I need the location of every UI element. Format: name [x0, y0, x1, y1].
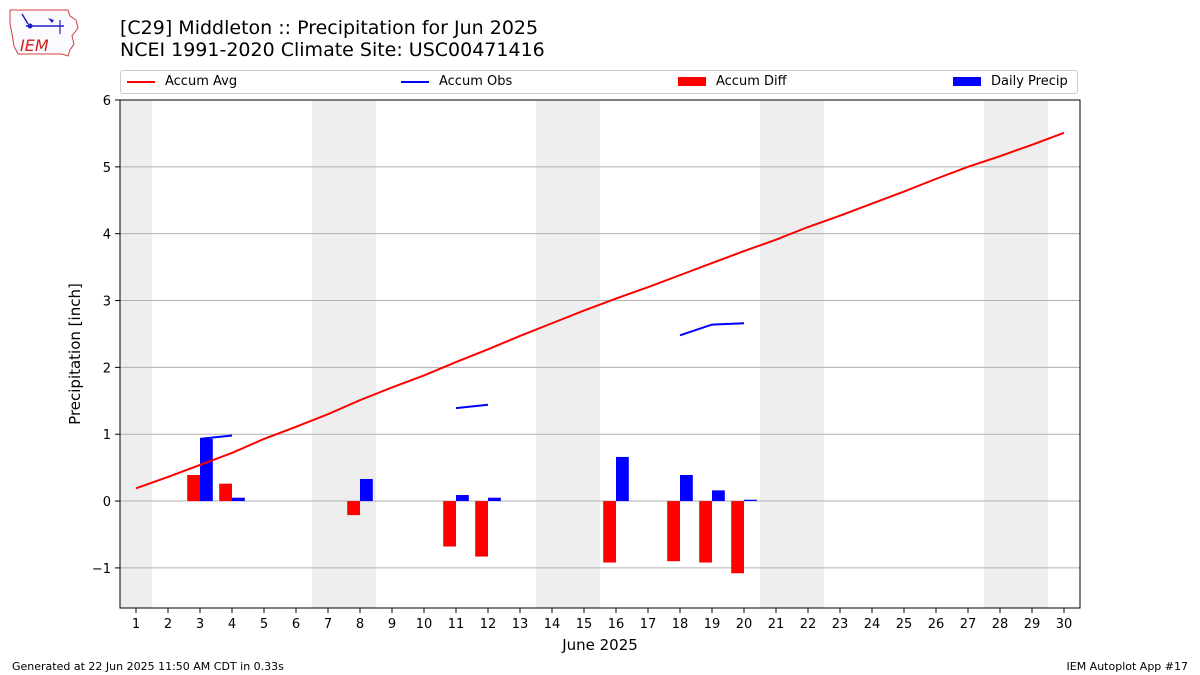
daily-precip-bar — [712, 490, 725, 502]
chart-title: [C29] Middleton :: Precipitation for Jun… — [120, 17, 545, 61]
x-tick-label: 15 — [576, 617, 593, 632]
x-tick-label: 24 — [864, 617, 881, 632]
accum-diff-bar — [347, 501, 360, 516]
accum-diff-bar — [187, 474, 200, 502]
accum-diff-bar — [667, 501, 680, 562]
x-tick-label: 27 — [960, 617, 977, 632]
y-tick-label: 2 — [103, 361, 111, 376]
chart-legend: Accum Avg Accum Obs Accum Diff Daily Pre… — [120, 70, 1078, 94]
legend-swatch-accum-diff — [678, 77, 706, 86]
x-tick-label: 28 — [992, 617, 1009, 632]
weekend-band — [536, 100, 600, 608]
y-tick-label: 6 — [103, 94, 111, 109]
y-tick-label: 0 — [103, 495, 111, 510]
x-tick-label: 20 — [736, 617, 753, 632]
x-tick-label: 23 — [832, 617, 849, 632]
daily-precip-bar — [360, 478, 373, 502]
daily-precip-bar — [744, 499, 757, 502]
accum-diff-bar — [731, 501, 744, 574]
x-tick-label: 4 — [228, 617, 236, 632]
legend-swatch-daily-precip — [953, 77, 981, 86]
accum-diff-bar — [475, 501, 488, 557]
legend-item-accum-diff: Accum Diff — [678, 74, 787, 89]
accum-diff-bar — [699, 501, 712, 563]
x-tick-label: 5 — [260, 617, 268, 632]
daily-precip-bar — [200, 438, 213, 502]
daily-precip-bar — [488, 497, 501, 502]
x-tick-label: 18 — [672, 617, 689, 632]
daily-precip-bar — [680, 474, 693, 502]
x-tick-label: 3 — [196, 617, 204, 632]
weekend-band — [984, 100, 1048, 608]
x-tick-label: 25 — [896, 617, 913, 632]
daily-precip-bar — [456, 495, 469, 502]
daily-precip-bar — [616, 456, 629, 502]
x-tick-label: 7 — [324, 617, 332, 632]
accum-diff-bar — [603, 501, 616, 563]
legend-item-accum-avg: Accum Avg — [127, 74, 237, 89]
x-tick-label: 8 — [356, 617, 364, 632]
accum-avg-line — [135, 131, 1065, 490]
weekend-band — [760, 100, 824, 608]
legend-label-accum-diff: Accum Diff — [716, 74, 787, 89]
x-tick-label: 11 — [448, 617, 465, 632]
accum-diff-bar — [219, 483, 232, 502]
x-tick-label: 16 — [608, 617, 625, 632]
daily-precip-bar — [232, 497, 245, 502]
plot-frame — [119, 99, 1081, 609]
x-tick-label: 26 — [928, 617, 945, 632]
weekend-band — [312, 100, 376, 608]
app-label: IEM Autoplot App #17 — [1066, 660, 1189, 673]
legend-label-accum-avg: Accum Avg — [165, 74, 238, 89]
generated-timestamp: Generated at 22 Jun 2025 11:50 AM CDT in… — [12, 660, 284, 673]
x-tick-label: 30 — [1056, 617, 1073, 632]
title-line-2: NCEI 1991-2020 Climate Site: USC00471416 — [120, 39, 545, 61]
accum-diff-bar — [443, 501, 456, 547]
x-tick-label: 17 — [640, 617, 657, 632]
y-axis-label: Precipitation [inch] — [66, 283, 84, 425]
y-tick-label: 5 — [103, 161, 111, 176]
legend-item-accum-obs: Accum Obs — [401, 74, 512, 89]
legend-label-daily-precip: Daily Precip — [991, 74, 1068, 89]
accum-obs-line — [199, 434, 233, 440]
y-tick-label: 1 — [103, 428, 111, 443]
accum-obs-line — [455, 403, 489, 410]
x-tick-label: 6 — [292, 617, 300, 632]
title-line-1: [C29] Middleton :: Precipitation for Jun… — [120, 17, 539, 39]
y-tick-label: 4 — [103, 228, 111, 243]
legend-item-daily-precip: Daily Precip — [953, 74, 1068, 89]
x-tick-label: 10 — [416, 617, 433, 632]
x-tick-label: 12 — [480, 617, 497, 632]
x-tick-label: 13 — [512, 617, 529, 632]
x-tick-label: 1 — [132, 617, 140, 632]
x-tick-label: 9 — [388, 617, 396, 632]
x-tick-label: 21 — [768, 617, 785, 632]
y-tick-label: 3 — [103, 295, 111, 310]
weekend-band — [120, 100, 152, 608]
x-tick-label: 29 — [1024, 617, 1041, 632]
accum-obs-line — [679, 322, 745, 337]
x-tick-label: 19 — [704, 617, 721, 632]
logo-text: IEM — [20, 36, 49, 55]
iowa-state-outline-icon: IEM — [9, 9, 79, 57]
x-tick-label: 22 — [800, 617, 817, 632]
x-axis-label: June 2025 — [561, 636, 638, 654]
legend-swatch-accum-obs — [401, 80, 429, 83]
legend-label-accum-obs: Accum Obs — [439, 74, 513, 89]
x-tick-label: 2 — [164, 617, 172, 632]
iem-logo: IEM — [8, 6, 80, 58]
x-tick-label: 14 — [544, 617, 561, 632]
y-tick-label: −1 — [92, 562, 111, 577]
legend-swatch-accum-avg — [127, 80, 155, 83]
